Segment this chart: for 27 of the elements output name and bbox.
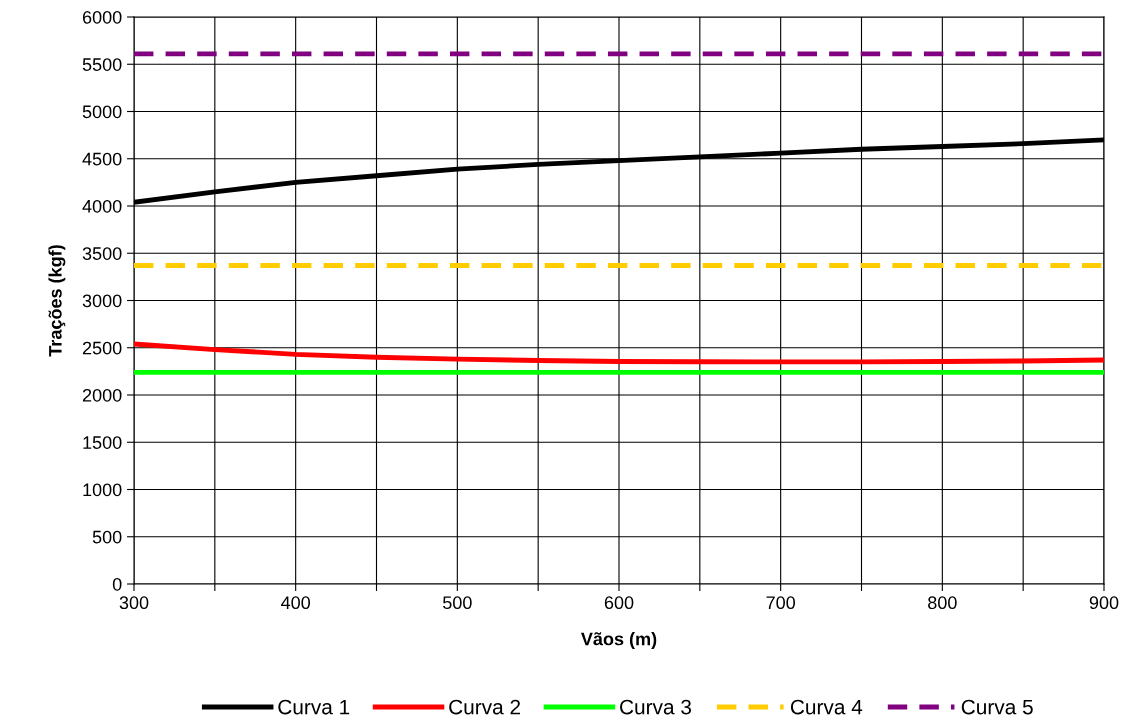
- y-tick-label: 1500: [83, 436, 122, 449]
- x-tick-label: 700: [766, 596, 796, 610]
- legend-label: Curva 5: [961, 699, 1033, 715]
- y-tick-label: 2000: [82, 388, 122, 402]
- x-tick-label: 600: [604, 596, 634, 610]
- y-tick-label: 1000: [83, 483, 122, 497]
- y-tick-label: 4500: [82, 152, 122, 166]
- legend-label: Curva 4: [790, 699, 863, 715]
- x-axis-title: Vãos (m): [581, 632, 657, 649]
- y-tick-label: 5000: [82, 105, 122, 119]
- legend-label: Curva 1: [278, 699, 350, 715]
- x-tick-label: 800: [928, 596, 957, 610]
- x-tick-label: 400: [281, 596, 311, 610]
- y-tick-label: 0: [112, 577, 122, 591]
- legend-label: Curva 3: [620, 699, 692, 715]
- legend-label: Curva 2: [449, 699, 521, 715]
- y-tick-label: 6000: [82, 10, 122, 24]
- y-tick-label: 5500: [82, 58, 122, 71]
- y-tick-label: 2500: [82, 341, 122, 355]
- y-tick-label: 3000: [82, 294, 122, 308]
- x-tick-label: 500: [442, 596, 472, 610]
- y-tick-label: 4000: [82, 199, 122, 213]
- x-tick-label: 900: [1089, 596, 1119, 610]
- x-tick-label: 300: [119, 596, 149, 610]
- y-tick-label: 3500: [82, 247, 122, 260]
- y-tick-label: 500: [92, 530, 122, 544]
- y-axis-title: Trações (kgf): [48, 245, 66, 357]
